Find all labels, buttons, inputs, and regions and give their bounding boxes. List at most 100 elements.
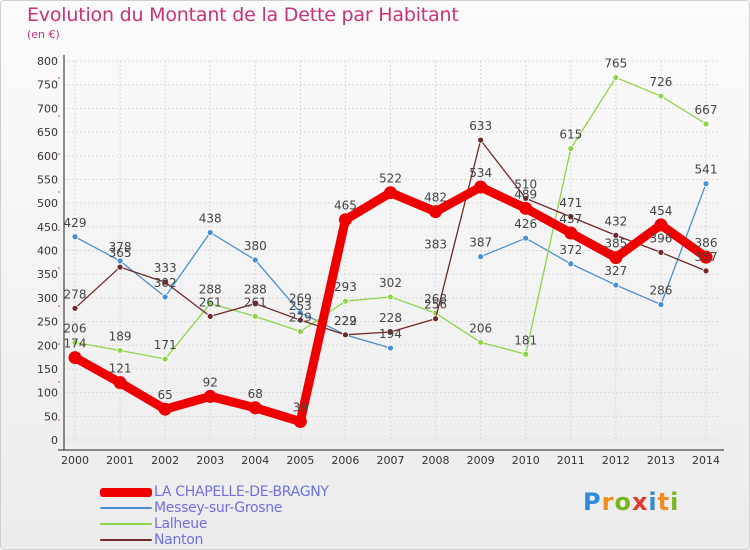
- point-label: 372: [559, 243, 582, 257]
- legend-label: LA CHAPELLE-DE-BRAGNY: [154, 484, 329, 500]
- series-lalheue: [71, 74, 710, 363]
- data-point: [251, 300, 259, 307]
- data-point: [251, 312, 259, 320]
- point-label: 278: [64, 287, 87, 301]
- data-point: [342, 297, 349, 305]
- point-label: 437: [559, 212, 582, 226]
- x-tick-label: 2014: [692, 454, 720, 467]
- data-point: [161, 355, 169, 363]
- point-label: 438: [199, 211, 222, 225]
- data-point: [702, 180, 710, 188]
- point-label: 288: [244, 283, 267, 297]
- point-labels: 174 121 65 92 68 39 465 522 482 534 489 437 385 454 38…: [64, 57, 718, 415]
- chart-title: Evolution du Montant de la Dette par Hab…: [27, 4, 459, 26]
- data-point: [657, 301, 665, 308]
- point-label: 302: [154, 276, 177, 290]
- data-point: [387, 328, 394, 336]
- data-point: [293, 415, 307, 429]
- legend-label: Nanton: [154, 532, 204, 548]
- x-tick-label: 2011: [557, 454, 585, 467]
- y-tick-label: 800: [37, 55, 58, 68]
- data-point: [429, 205, 443, 219]
- series-la-chapelle-de-bragny: [68, 180, 713, 429]
- point-label: 522: [379, 172, 402, 186]
- point-label: 633: [469, 119, 492, 133]
- point-label: 327: [604, 264, 627, 278]
- point-label: 396: [649, 231, 672, 245]
- logo-letter: i: [670, 488, 680, 516]
- point-label: 426: [514, 217, 537, 231]
- point-label: 541: [695, 163, 718, 177]
- point-label: 229: [334, 314, 357, 328]
- data-point: [609, 251, 623, 265]
- logo-letter: x: [631, 488, 649, 516]
- series-line: [479, 183, 707, 306]
- point-label: 206: [64, 321, 87, 335]
- point-label: 302: [379, 276, 402, 290]
- point-label: 726: [649, 75, 672, 89]
- data-point: [248, 401, 262, 415]
- legend-label: Lalheue: [154, 516, 208, 532]
- point-label: 256: [424, 298, 447, 312]
- point-label: 386: [695, 236, 718, 250]
- legend-swatch: [100, 507, 152, 509]
- data-point: [203, 389, 217, 403]
- data-point: [116, 263, 124, 271]
- data-point: [387, 344, 394, 352]
- data-point: [206, 300, 214, 307]
- x-tick-label: 2000: [61, 454, 89, 467]
- line-chart: 0 50 100 150 200 250 300 350 400 450 500 550 600 650 7…: [37, 55, 724, 467]
- logo-letter: i: [648, 488, 658, 516]
- x-tick-label: 2005: [286, 454, 314, 467]
- x-tick-label: 2002: [151, 454, 179, 467]
- data-point: [116, 347, 124, 354]
- point-label: 432: [604, 214, 627, 228]
- data-point: [519, 201, 533, 215]
- point-label: 181: [514, 333, 537, 347]
- point-label: 228: [379, 311, 402, 325]
- data-point: [251, 256, 259, 264]
- data-point: [342, 331, 349, 339]
- point-label: 333: [154, 261, 177, 275]
- data-point: [206, 312, 214, 320]
- data-point: [522, 234, 530, 242]
- logo-letter: t: [657, 488, 671, 516]
- data-point: [477, 253, 485, 261]
- x-tick-label: 2010: [512, 454, 540, 467]
- legend-swatch: [100, 488, 152, 497]
- point-label: 253: [289, 299, 312, 313]
- data-point: [567, 213, 575, 221]
- data-point: [567, 145, 575, 153]
- point-label: 194: [379, 327, 402, 341]
- data-point: [612, 74, 620, 81]
- point-label: 510: [514, 177, 537, 191]
- legend-swatch: [100, 523, 152, 525]
- data-point: [296, 316, 304, 324]
- y-tick-label: 150: [37, 363, 58, 376]
- y-tick-label: 200: [37, 339, 58, 352]
- data-point: [702, 120, 710, 128]
- point-label: 261: [244, 295, 267, 309]
- point-label: 482: [424, 191, 447, 205]
- logo-letter: o: [614, 488, 632, 516]
- data-point: [564, 226, 578, 240]
- data-point: [384, 186, 397, 200]
- y-tick-label: 450: [37, 221, 58, 234]
- point-label: 65: [158, 388, 173, 402]
- data-point: [71, 233, 79, 241]
- point-label: 383: [424, 238, 447, 252]
- y-tick-label: 300: [37, 292, 58, 305]
- point-label: 229: [289, 311, 312, 325]
- data-point: [474, 180, 488, 194]
- data-point: [522, 194, 530, 202]
- data-point: [567, 260, 575, 268]
- x-tick-label: 2007: [377, 454, 405, 467]
- data-point: [612, 281, 620, 289]
- point-label: 365: [109, 246, 132, 260]
- point-label: 206: [469, 321, 492, 335]
- point-label: 68: [248, 387, 263, 401]
- y-tick-label: 100: [37, 387, 58, 400]
- x-tick-label: 2004: [241, 454, 269, 467]
- data-point: [296, 328, 304, 335]
- data-point: [71, 339, 79, 346]
